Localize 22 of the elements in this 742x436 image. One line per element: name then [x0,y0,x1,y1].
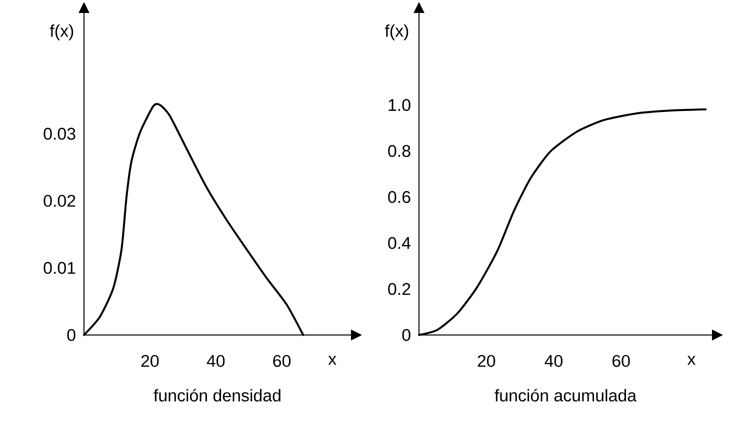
y-tick-label: 0.8 [388,145,410,157]
y-tick-label: 0.4 [388,237,411,249]
x-tick-label: 20 [141,354,159,367]
y-tick-label: 0.6 [388,191,410,203]
x-tick-label: 20 [478,354,496,367]
y-axis-title: f(x) [384,24,408,40]
y-tick-label: 0.03 [44,128,76,140]
y-tick-label: 0.01 [44,262,76,274]
y-tick-label: 1.0 [388,99,410,111]
x-tick-label: 40 [544,354,562,367]
text: función acumulada [494,388,637,402]
y-tick-label: 0 [67,329,76,341]
x-tick-label: 60 [273,354,291,367]
x-axis-title: x [328,356,336,365]
y-tick-label: 0.2 [388,283,410,295]
y-tick-label: 0.02 [44,194,76,207]
x-tick-label: 40 [206,354,225,367]
y-axis-title: f(x) [50,24,74,40]
x-tick-label: 60 [612,354,630,367]
y-tick-label: 0 [402,329,410,341]
x-axis-title: x [687,356,696,365]
text: función densidad [154,388,280,402]
